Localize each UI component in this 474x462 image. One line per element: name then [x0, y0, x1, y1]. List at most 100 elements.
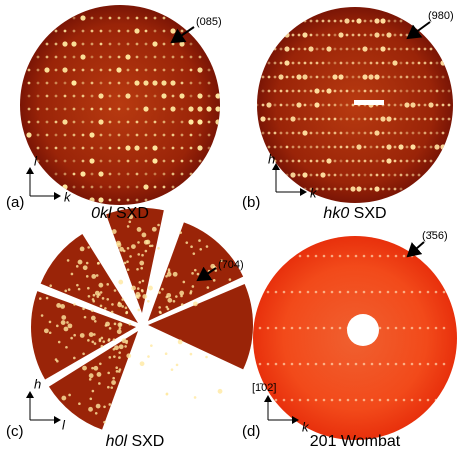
spot: [381, 61, 385, 65]
spot: [129, 255, 132, 258]
spot: [113, 289, 117, 292]
spot: [399, 47, 403, 51]
spot: [198, 55, 202, 59]
spot: [339, 19, 343, 23]
spot: [345, 117, 349, 121]
spot: [197, 106, 203, 112]
spot: [126, 225, 130, 228]
spot: [405, 33, 409, 37]
spot: [164, 352, 168, 356]
spot: [205, 355, 208, 359]
spot: [81, 81, 85, 85]
spot: [63, 326, 69, 332]
spot: [290, 254, 294, 258]
spot: [345, 187, 349, 191]
spot: [189, 352, 193, 356]
spot: [297, 61, 301, 65]
spot: [144, 198, 148, 202]
spot: [290, 172, 296, 178]
spot: [116, 242, 122, 248]
spot: [315, 131, 319, 135]
spot: [117, 16, 121, 20]
spot: [405, 75, 409, 79]
spot: [378, 326, 382, 330]
spot: [387, 89, 391, 93]
spot: [339, 61, 343, 65]
spot: [108, 356, 112, 359]
spot: [285, 145, 289, 149]
spot: [108, 198, 112, 202]
spot: [351, 159, 355, 163]
spot: [302, 130, 308, 136]
spot: [386, 398, 390, 402]
spot: [375, 117, 379, 121]
spot: [108, 120, 112, 124]
spot: [88, 406, 93, 412]
spot: [290, 362, 294, 366]
spot: [441, 131, 445, 135]
spot: [72, 133, 76, 137]
spot: [131, 285, 136, 291]
spot: [180, 172, 184, 176]
spot: [63, 133, 67, 137]
spot: [119, 323, 122, 326]
spot: [188, 106, 194, 112]
spot: [346, 290, 350, 294]
spot: [162, 133, 166, 137]
spot: [179, 93, 185, 99]
spot: [303, 187, 307, 191]
spot: [137, 308, 141, 312]
spot: [61, 315, 67, 320]
spot: [91, 340, 95, 344]
spot: [381, 33, 385, 37]
spot: [357, 159, 361, 163]
spot: [333, 117, 337, 121]
spot: [423, 75, 427, 79]
spot: [171, 185, 175, 189]
spot: [63, 146, 67, 150]
spot: [369, 33, 373, 37]
spot: [108, 159, 112, 163]
spot: [114, 345, 119, 351]
spot: [188, 119, 194, 125]
spot: [314, 88, 320, 94]
spot: [327, 61, 331, 65]
spot: [185, 241, 189, 244]
spot: [339, 145, 343, 149]
spot: [63, 107, 67, 111]
spot: [161, 287, 164, 291]
spot: [45, 55, 49, 59]
spot: [145, 239, 151, 245]
spot: [101, 297, 105, 300]
spot: [143, 80, 149, 86]
spot: [99, 81, 103, 85]
spot: [27, 81, 31, 85]
spot: [193, 396, 197, 399]
axis-label: h: [34, 376, 41, 391]
spot: [118, 326, 122, 330]
caption: 0kl SXD: [91, 205, 149, 222]
spot: [303, 159, 307, 163]
spot: [81, 68, 85, 72]
spot: [167, 297, 173, 303]
spot: [72, 29, 76, 33]
spot: [153, 185, 157, 189]
spot: [351, 173, 355, 177]
spot: [90, 68, 94, 72]
spot: [118, 356, 121, 359]
spot: [393, 89, 397, 93]
spot: [45, 42, 49, 46]
spot: [158, 291, 161, 294]
spot: [346, 398, 350, 402]
spot: [123, 261, 127, 265]
spot: [370, 398, 374, 402]
spot: [126, 42, 130, 46]
spot: [314, 290, 318, 294]
spot: [152, 145, 158, 151]
spot: [189, 68, 193, 72]
spot: [118, 344, 124, 350]
spot: [162, 107, 166, 111]
spot: [54, 358, 58, 361]
spot: [321, 187, 325, 191]
spot: [214, 269, 218, 272]
